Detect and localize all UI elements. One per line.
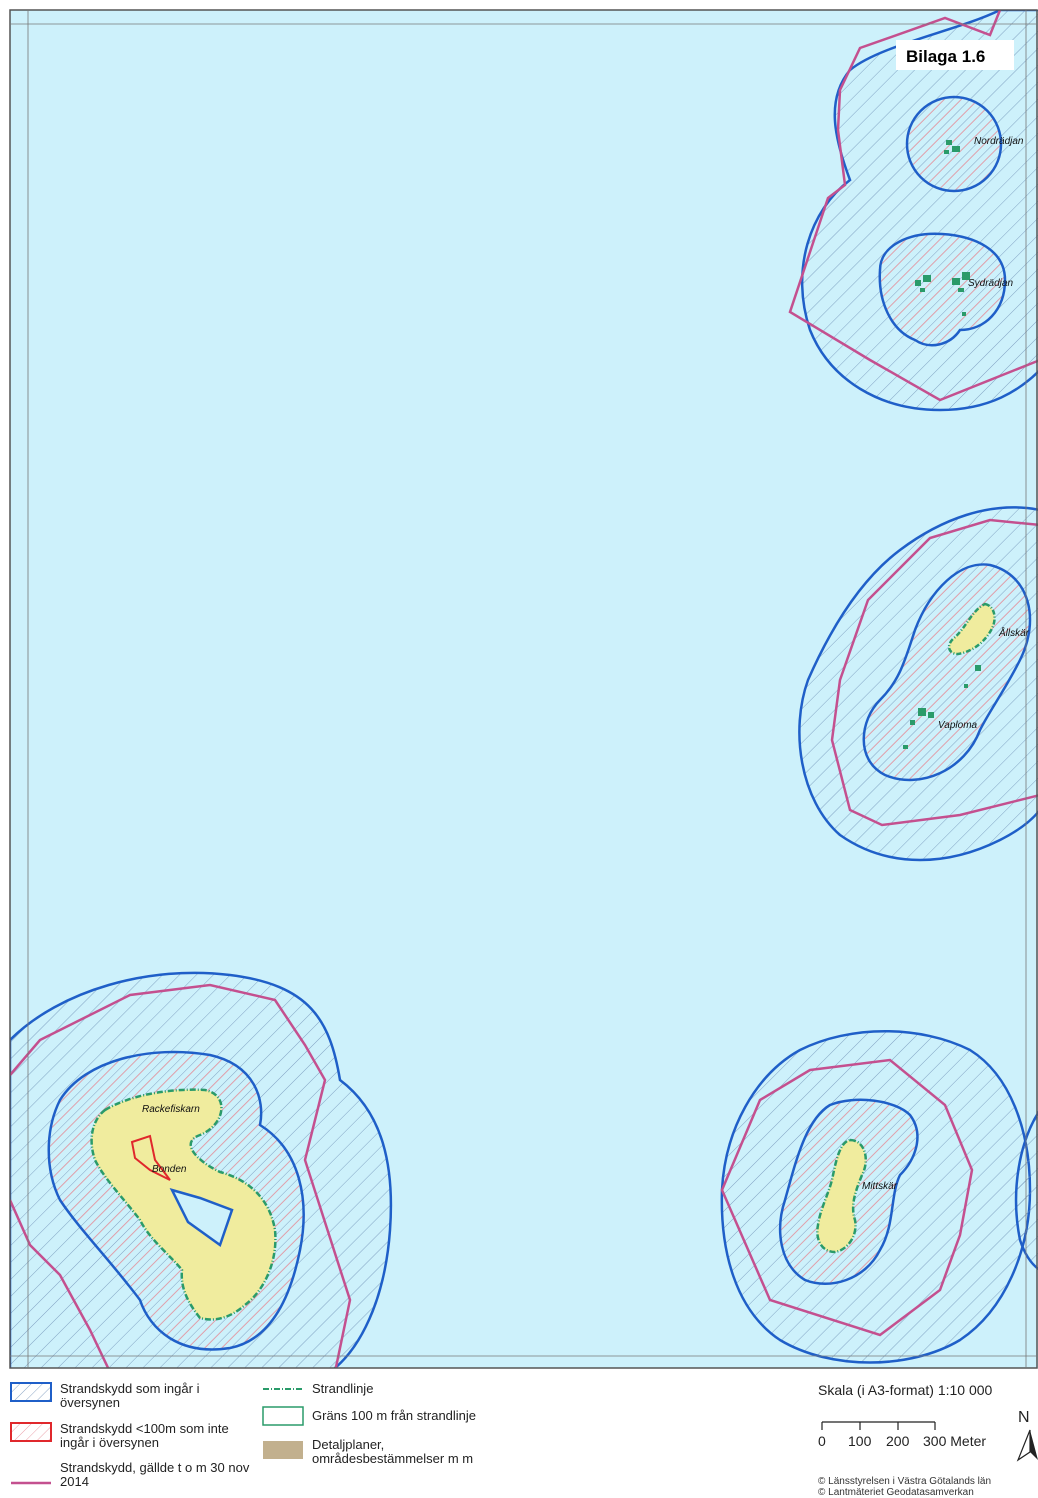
- copyright-line: © Lantmäteriet Geodatasamverkan: [818, 1487, 974, 1498]
- land-mittskar: [816, 1138, 867, 1254]
- pink-line-icon: [11, 1481, 51, 1485]
- green-outline-box-icon: [262, 1406, 304, 1426]
- legend-item-100m-boundary: Gräns 100 m från strandlinje: [262, 1406, 476, 1426]
- north-arrow-icon: N: [1016, 1409, 1038, 1462]
- legend: Strandskydd som ingår i översynen Strand…: [0, 1372, 1038, 1498]
- legend-item-shoreline: Strandlinje: [262, 1382, 373, 1396]
- legend-label: Detaljplaner, områdesbestämmelser m m: [312, 1437, 474, 1466]
- legend-label: Strandskydd som ingår i översynen: [60, 1381, 200, 1410]
- place-label-bonden: Bonden: [152, 1164, 187, 1175]
- islet-group: [903, 665, 981, 749]
- red-detail-plan-outline: [130, 1134, 171, 1181]
- zone-nordradjan-sydradjan: [788, 10, 1038, 412]
- copyright-notice: © Länsstyrelsen i Västra Götalands län ©…: [818, 1476, 991, 1498]
- pink-line-old-protection: [720, 1058, 974, 1337]
- place-label-nordradjan: Nordrädjan: [974, 136, 1024, 147]
- legend-item-red-zone: Strandskydd <100m som inte ingår i övers…: [10, 1422, 250, 1450]
- legend-label: Strandskydd <100m som inte ingår i övers…: [60, 1421, 229, 1450]
- tan-filled-box-icon: [263, 1441, 303, 1459]
- red-zone: [905, 95, 1003, 193]
- legend-item-detail-plans: Detaljplaner, områdesbestämmelser m m: [262, 1438, 512, 1466]
- islet-group: [915, 140, 970, 316]
- blue-hatched-polygon-icon: [10, 1382, 52, 1402]
- land-allskar: [947, 602, 996, 656]
- scale-title: Skala (i A3-format) 1:10 000: [818, 1382, 993, 1398]
- legend-label: Gräns 100 m från strandlinje: [312, 1408, 477, 1423]
- zone-mittskar: [720, 1030, 1038, 1364]
- scale-bar: 0 100 200 300 Meter: [818, 1421, 986, 1449]
- zone-rackefiskarn-bonden: [10, 971, 393, 1368]
- north-label: N: [1018, 1409, 1030, 1426]
- pink-line-old-protection: [788, 10, 1038, 402]
- scale-tick-label: 300 Meter: [923, 1433, 986, 1449]
- legend-label: Strandskydd, gällde t o m 30 nov 2014: [60, 1460, 250, 1489]
- pink-line-old-protection: [830, 518, 1038, 827]
- pink-line-old-protection: [10, 1199, 110, 1368]
- blue-zone-outer: [1014, 1110, 1038, 1271]
- legend-item-pink-line: Strandskydd, gällde t o m 30 nov 2014: [10, 1461, 250, 1489]
- map-canvas: Nordrädjan Sydrädjan Ållskär Vaploma Rac…: [9, 9, 1038, 1369]
- zone-allskar-vaploma: [798, 506, 1038, 862]
- title-box: [896, 40, 1014, 70]
- place-label-mittskar: Mittskär: [862, 1181, 898, 1192]
- scale-tick-label: 100: [848, 1433, 872, 1449]
- pink-line-old-protection: [10, 983, 352, 1368]
- map-title: Bilaga 1.6: [906, 47, 985, 66]
- legend-label: Strandlinje: [312, 1381, 374, 1396]
- red-zone: [878, 232, 1007, 347]
- place-label-sydradjan: Sydrädjan: [968, 278, 1013, 289]
- dash-dot-line-icon: [263, 1388, 303, 1390]
- map-frame-outer: [9, 9, 1038, 1369]
- place-label-rackefiskarn: Rackefiskarn: [142, 1104, 200, 1115]
- place-label-allskar: Ållskär: [998, 626, 1030, 639]
- scale-tick-label: 0: [818, 1433, 826, 1449]
- red-hatched-polygon-icon: [10, 1422, 52, 1442]
- legend-item-blue-zone: Strandskydd som ingår i översynen: [10, 1382, 245, 1410]
- scale-tick-label: 200: [886, 1433, 910, 1449]
- place-label-vaploma: Vaploma: [938, 720, 978, 731]
- copyright-line: © Länsstyrelsen i Västra Götalands län: [818, 1476, 992, 1487]
- blue-zone-inner-island: [169, 1188, 234, 1247]
